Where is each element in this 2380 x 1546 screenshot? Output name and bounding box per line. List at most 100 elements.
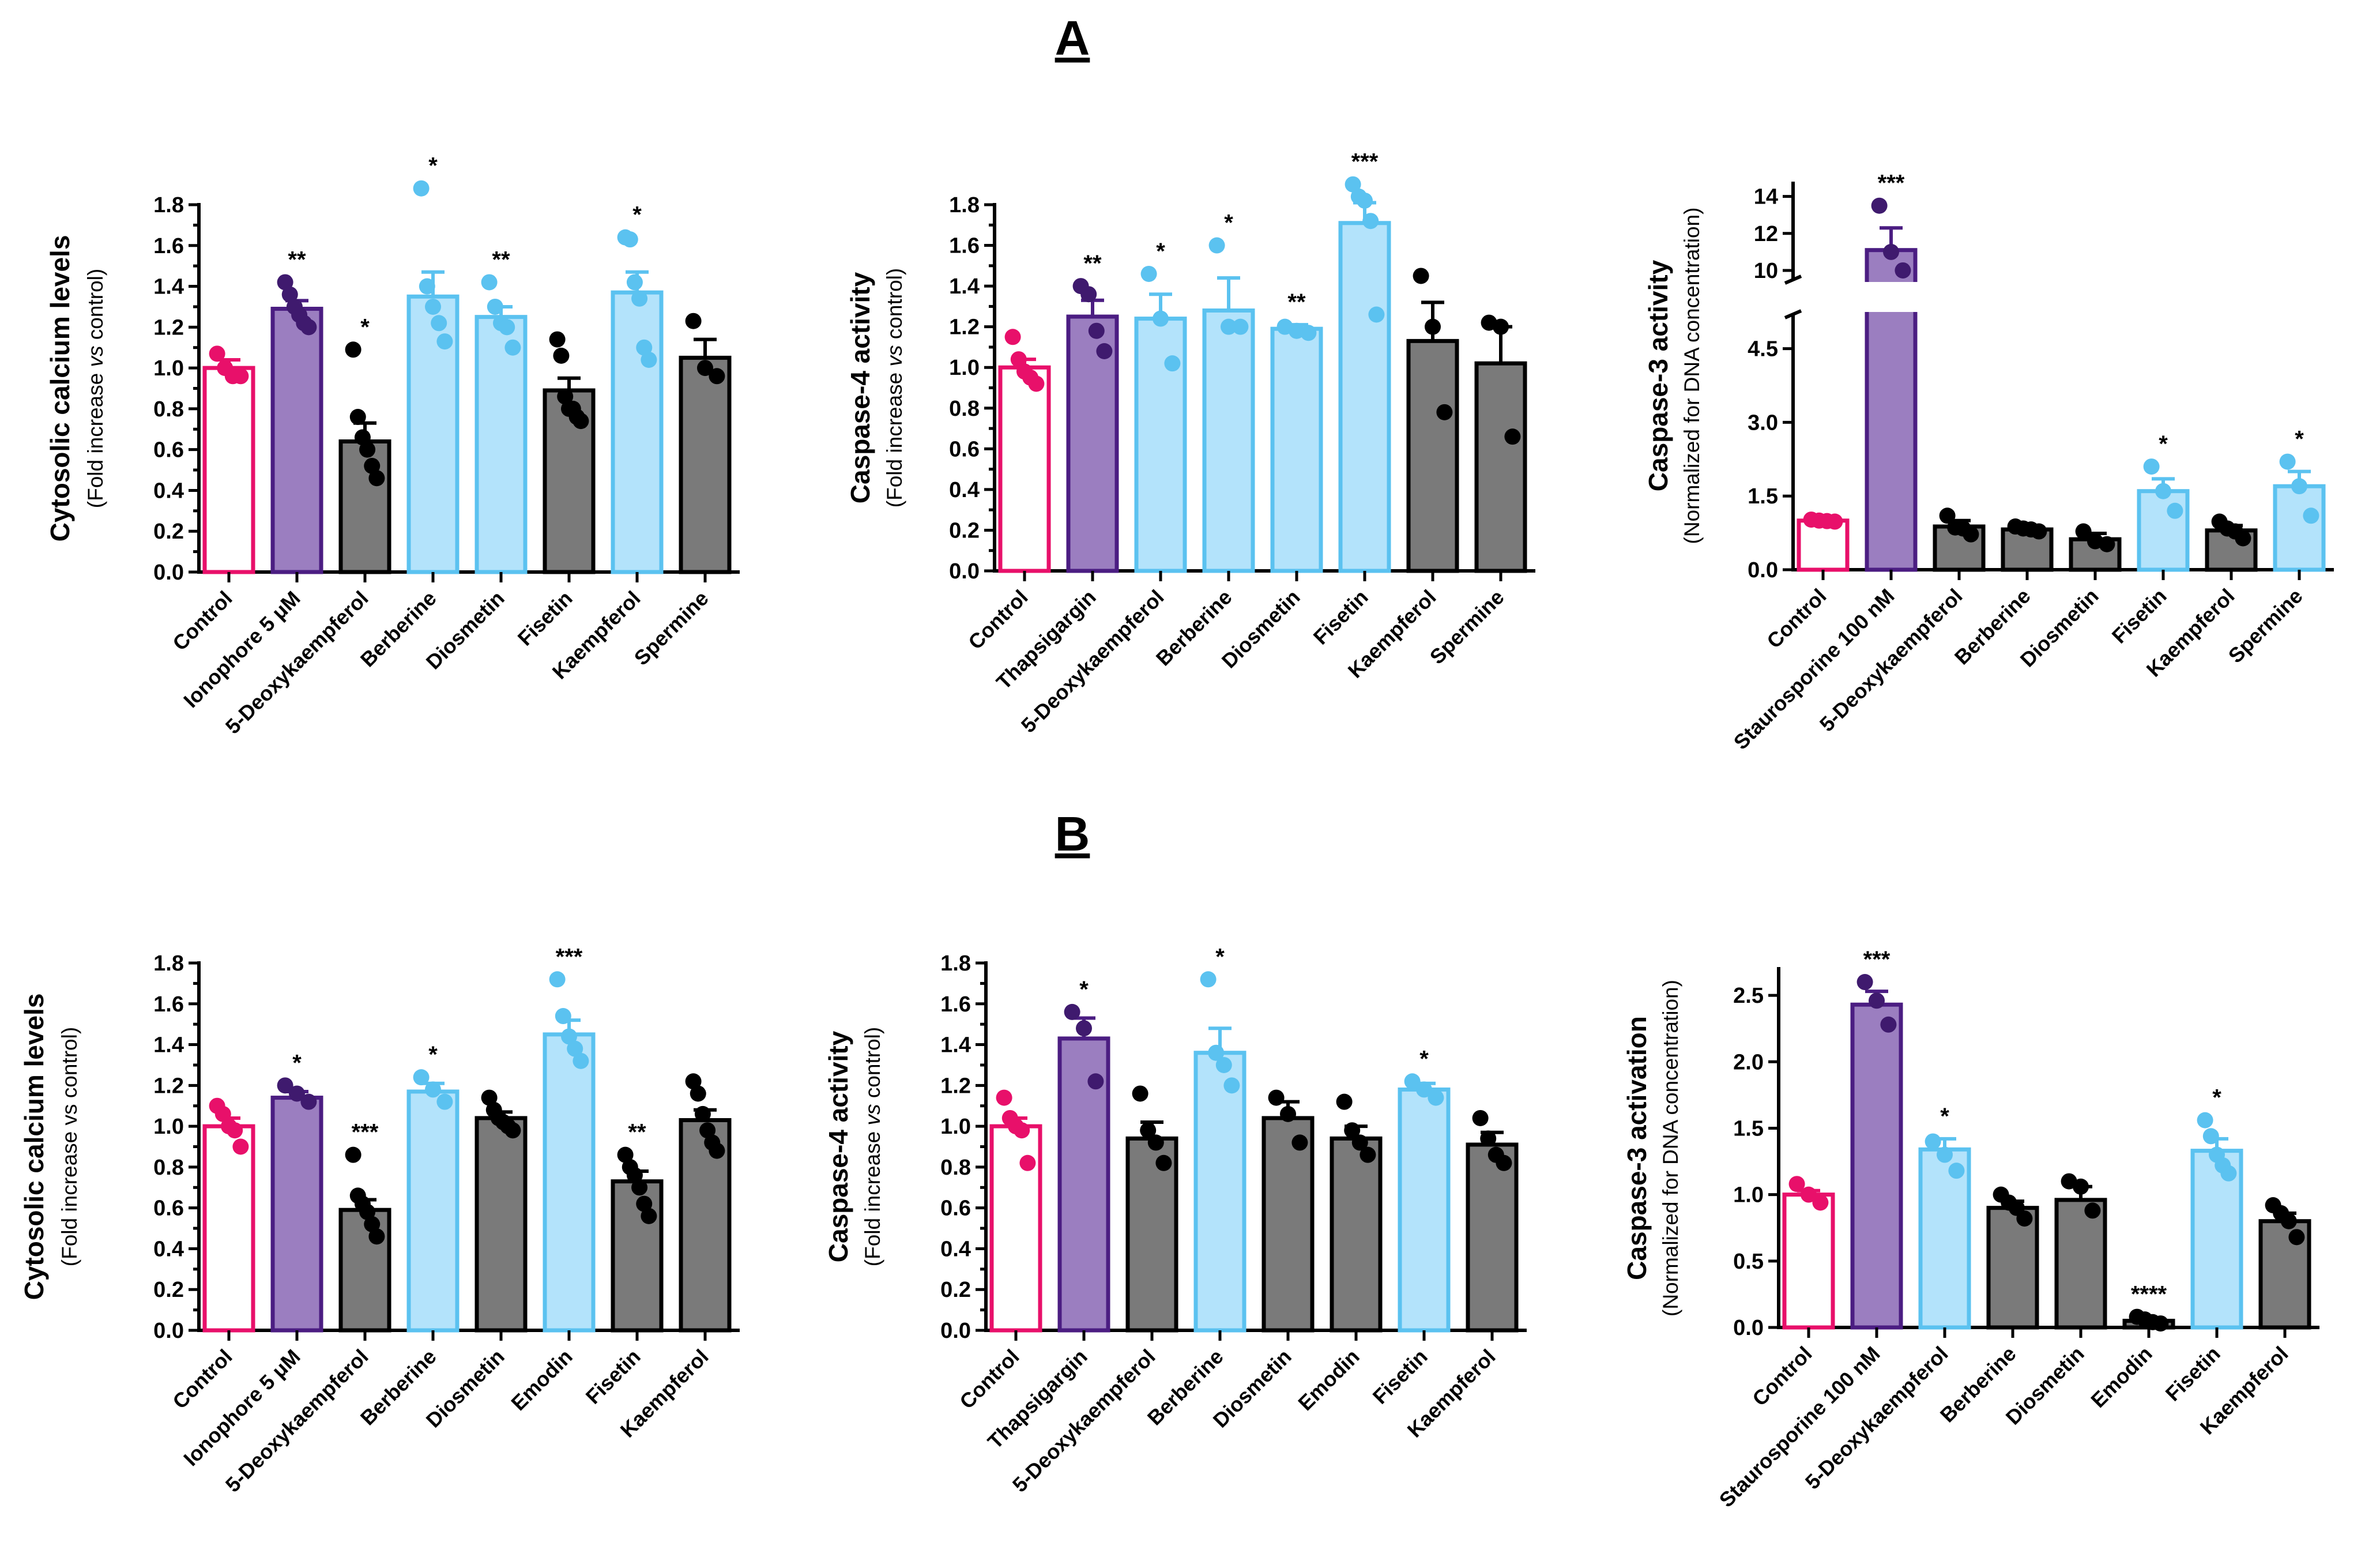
y-tick-label: 14 xyxy=(1754,185,1778,209)
data-point xyxy=(549,331,566,348)
y-tick-label: 0.2 xyxy=(940,1278,971,1302)
data-point xyxy=(631,1179,648,1196)
significance-label: * xyxy=(1419,1046,1429,1071)
y-tick-label: 0.8 xyxy=(940,1156,971,1180)
bar xyxy=(1202,308,1255,573)
bar xyxy=(1406,338,1459,573)
data-point xyxy=(1345,176,1361,193)
data-point xyxy=(1064,1003,1080,1020)
data-point xyxy=(1132,1085,1148,1102)
bar xyxy=(1261,1116,1315,1333)
y-tick-label: 2.0 xyxy=(1733,1050,1764,1074)
y-tick-label: 1.4 xyxy=(153,1033,184,1058)
data-point xyxy=(1869,992,1885,1009)
y-tick-label: 1.5 xyxy=(1733,1116,1764,1141)
y-tick-label: 1.0 xyxy=(153,1115,184,1139)
y-tick-label: 3.0 xyxy=(1748,411,1778,435)
data-point xyxy=(1155,1154,1172,1171)
bar xyxy=(202,1124,255,1333)
y-tick-label: 0.4 xyxy=(153,1237,184,1261)
y-axis-subtitle-part: (Fold increase xyxy=(861,1125,884,1266)
y-tick-label: 10 xyxy=(1754,259,1778,283)
data-point xyxy=(1939,507,1956,524)
data-point xyxy=(2288,1229,2305,1246)
y-axis-title: Caspase-3 activation xyxy=(1622,1016,1652,1280)
data-point xyxy=(2099,536,2115,552)
data-point xyxy=(1425,318,1441,335)
bar xyxy=(1398,1087,1451,1333)
y-axis-title: Cytosolic calcium levels xyxy=(19,994,49,1300)
y-axis-subtitle: (Fold increase vs control) xyxy=(58,1027,81,1266)
data-point xyxy=(1925,1133,1941,1150)
significance-label: * xyxy=(1079,977,1089,1002)
category-label: Fisetin xyxy=(1309,585,1373,649)
y-axis-subtitle-part: control) xyxy=(861,1027,884,1104)
data-point xyxy=(1140,1122,1157,1139)
category-label: Fisetin xyxy=(1368,1345,1432,1409)
y-tick-label: 0.2 xyxy=(153,520,184,544)
y-axis-title: Caspase-4 activity xyxy=(845,272,875,503)
data-point xyxy=(636,1195,653,1212)
data-point xyxy=(1937,1146,1953,1163)
bar xyxy=(543,1032,596,1333)
data-point xyxy=(1895,262,1911,279)
y-tick-label: 0.6 xyxy=(153,1197,184,1221)
significance-label: **** xyxy=(2131,1282,2167,1307)
y-tick-label: 1.8 xyxy=(949,193,980,217)
bar-break-gap xyxy=(1863,282,1919,312)
y-tick-label: 0.8 xyxy=(153,397,184,422)
data-point xyxy=(1336,1093,1353,1110)
data-point xyxy=(349,409,366,426)
category-label: Emodin xyxy=(506,1345,577,1415)
y-axis-subtitle: (Normalized for DNA concentration) xyxy=(1680,208,1704,544)
y-axis-title: Caspase-3 activity xyxy=(1643,259,1673,491)
category-label: Ionophore 5 μM xyxy=(179,1345,305,1471)
y-tick-label: 0.4 xyxy=(940,1237,971,1261)
axis-break-mark xyxy=(1784,309,1802,319)
data-point xyxy=(567,1040,583,1057)
y-tick-label: 1.8 xyxy=(940,951,971,976)
data-point xyxy=(2167,502,2183,519)
data-point xyxy=(487,298,503,315)
data-point xyxy=(1493,318,1509,335)
y-tick-label: 1.6 xyxy=(949,234,980,258)
data-point xyxy=(2084,1202,2101,1219)
bar xyxy=(1782,1193,1835,1330)
data-point xyxy=(1096,343,1113,359)
chart-caspase-3-a: 0.0 1.5 3.0 4.5 10 12 14 Caspase-3 activity (Nor… xyxy=(1643,171,2334,754)
bar xyxy=(338,439,391,574)
data-point xyxy=(1801,1186,1817,1203)
y-tick-label: 1.2 xyxy=(153,1074,184,1098)
bar xyxy=(1850,1002,1903,1330)
data-point xyxy=(209,345,225,362)
data-point xyxy=(1480,1130,1497,1147)
data-point xyxy=(641,1208,657,1224)
category-label: Control xyxy=(963,585,1032,654)
data-point xyxy=(573,413,589,430)
data-point xyxy=(1472,1109,1489,1126)
data-point xyxy=(1871,197,1888,214)
y-axis-title: Caspase-4 activity xyxy=(823,1030,853,1262)
data-point xyxy=(1221,318,1237,335)
data-point xyxy=(636,339,653,356)
data-point xyxy=(1140,265,1157,282)
y-tick-label: 4.5 xyxy=(1748,337,1778,362)
data-point xyxy=(1948,1163,1965,1179)
y-tick-label: 1.0 xyxy=(949,356,980,380)
data-point xyxy=(2031,523,2047,540)
data-point xyxy=(1404,1073,1421,1090)
bar xyxy=(1474,361,1527,573)
data-point xyxy=(641,351,657,368)
chart-caspase-4-a: 0.0 0.2 0.4 0.6 0.8 1.0 1.2 1.4 1.6 1.8 Caspase-4 … xyxy=(845,149,1535,738)
data-point xyxy=(354,429,371,446)
data-point xyxy=(1215,1056,1232,1073)
data-point xyxy=(504,339,521,356)
bar xyxy=(1134,317,1187,573)
significance-label: * xyxy=(1215,944,1225,969)
y-tick-label: 1.2 xyxy=(940,1074,971,1098)
significance-label: *** xyxy=(1351,149,1379,175)
data-point xyxy=(1088,322,1105,339)
category-label: Spermine xyxy=(1425,585,1509,669)
significance-label: *** xyxy=(556,944,583,969)
